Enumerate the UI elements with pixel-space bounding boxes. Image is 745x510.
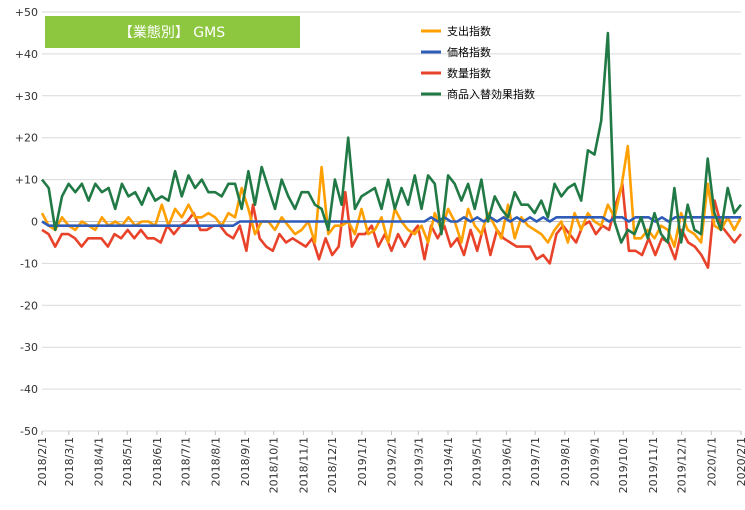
y-tick-label: -40 bbox=[20, 383, 38, 396]
series-lines bbox=[40, 31, 743, 269]
x-tick-label: 2019/11/1 bbox=[647, 437, 660, 493]
x-tick-label: 2019/5/1 bbox=[471, 437, 484, 486]
chart-title: 【業態別】 GMS bbox=[119, 25, 225, 41]
y-tick-label: +30 bbox=[15, 90, 38, 103]
y-tick-label: -30 bbox=[20, 341, 38, 354]
series-line bbox=[40, 31, 743, 244]
x-tick-label: 2018/7/1 bbox=[180, 437, 193, 486]
x-tick-label: 2019/8/1 bbox=[559, 437, 572, 486]
y-tick-label: -50 bbox=[20, 425, 38, 438]
x-tick-label: 2018/3/1 bbox=[63, 437, 76, 486]
x-tick-label: 2019/7/1 bbox=[529, 437, 542, 486]
x-tick-label: 2018/10/1 bbox=[268, 437, 281, 493]
x-tick-label: 2018/8/1 bbox=[209, 437, 222, 486]
x-tick-label: 2020/1/1 bbox=[705, 437, 718, 486]
y-tick-label: -10 bbox=[20, 257, 38, 270]
x-tick-label: 2019/1/1 bbox=[356, 437, 369, 486]
legend-label: 支出指数 bbox=[447, 24, 491, 38]
y-tick-label: -20 bbox=[20, 299, 38, 312]
y-tick-label: +50 bbox=[15, 6, 38, 19]
x-tick-label: 2019/10/1 bbox=[617, 437, 630, 493]
x-tick-label: 2018/6/1 bbox=[151, 437, 164, 486]
x-tick-label: 2018/12/1 bbox=[326, 437, 339, 493]
chart-title-box: 【業態別】 GMS bbox=[45, 16, 300, 48]
x-tick-label: 2019/3/1 bbox=[412, 437, 425, 486]
series-line bbox=[41, 182, 743, 269]
y-axis-tick-labels: +50 +40 +30 +20 +10 0 -10 -20 -30 -40 -50 bbox=[15, 6, 38, 438]
x-tick-label: 2019/9/1 bbox=[588, 437, 601, 486]
x-tick-label: 2018/9/1 bbox=[239, 437, 252, 486]
series-line bbox=[40, 144, 743, 248]
x-tick-label: 2019/12/1 bbox=[676, 437, 689, 493]
y-tick-label: +10 bbox=[15, 174, 38, 187]
x-tick-label: 2020/2/1 bbox=[735, 437, 745, 486]
x-tick-label: 2018/2/1 bbox=[36, 437, 49, 486]
legend-label: 価格指数 bbox=[447, 45, 491, 59]
x-tick-label: 2018/5/1 bbox=[121, 437, 134, 486]
series-line bbox=[41, 216, 741, 227]
x-tick-label: 2018/4/1 bbox=[92, 437, 105, 486]
x-tick-label: 2019/4/1 bbox=[442, 437, 455, 486]
y-tick-label: 0 bbox=[31, 216, 38, 229]
x-axis-tick-labels: 2018/2/1 2018/3/1 2018/4/1 2018/5/1 2018/6/1… bbox=[36, 431, 745, 493]
x-tick-label: 2018/11/1 bbox=[297, 437, 310, 493]
y-tick-label: +20 bbox=[15, 132, 38, 145]
y-tick-label: +40 bbox=[15, 48, 38, 61]
legend-label: 数量指数 bbox=[447, 66, 491, 80]
legend-label: 商品入替効果指数 bbox=[447, 87, 535, 101]
x-tick-label: 2019/6/1 bbox=[500, 437, 513, 486]
x-tick-label: 2019/2/1 bbox=[386, 437, 399, 486]
